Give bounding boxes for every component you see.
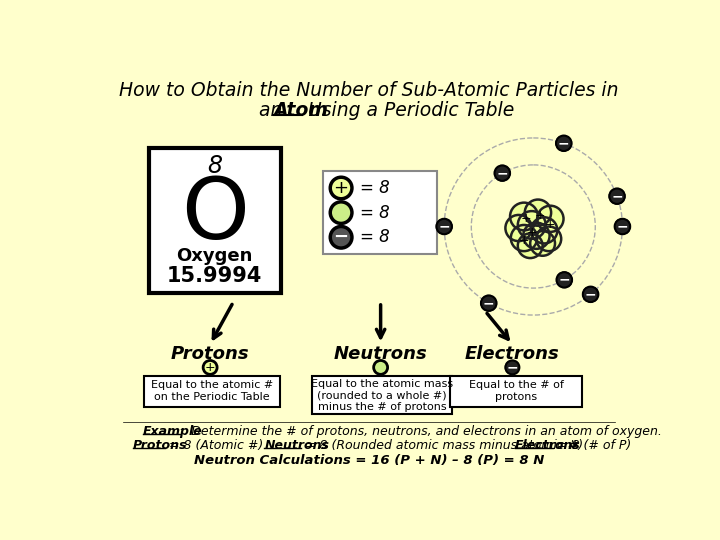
Circle shape (518, 211, 546, 239)
Circle shape (505, 361, 519, 374)
Circle shape (505, 215, 532, 241)
Text: −: − (507, 360, 518, 374)
Circle shape (330, 226, 352, 248)
Text: O: O (181, 174, 248, 257)
Text: +: + (526, 226, 537, 239)
Circle shape (510, 202, 538, 231)
Text: −: − (497, 166, 508, 180)
Text: −: − (558, 136, 570, 150)
Text: +: + (204, 361, 215, 374)
Text: −: − (483, 296, 495, 310)
Text: = 8: = 8 (360, 204, 390, 221)
Circle shape (330, 177, 352, 199)
Bar (312, 376, 452, 414)
Text: Using a Periodic Table: Using a Periodic Table (302, 102, 515, 120)
Circle shape (582, 287, 598, 302)
Text: Protons: Protons (171, 345, 249, 362)
Circle shape (525, 200, 551, 226)
Text: −: − (616, 219, 629, 233)
Circle shape (510, 225, 537, 251)
Text: Atom: Atom (274, 102, 328, 120)
Bar (323, 171, 437, 254)
Text: −: − (559, 273, 570, 287)
Text: +: + (518, 234, 529, 247)
Text: −: − (611, 189, 623, 203)
Bar (144, 376, 280, 407)
Text: Electrons: Electrons (515, 438, 580, 451)
Text: +: + (333, 179, 348, 197)
Text: −: − (333, 228, 348, 246)
Circle shape (203, 361, 217, 374)
Text: :  Determine the # of protons, neutrons, and electrons in an atom of oxygen.: : Determine the # of protons, neutrons, … (179, 425, 662, 438)
Circle shape (374, 361, 387, 374)
Text: 8: 8 (207, 154, 222, 178)
Circle shape (556, 136, 572, 151)
Circle shape (436, 219, 452, 234)
Text: = 8: = 8 (360, 179, 390, 197)
Text: −: − (585, 287, 596, 301)
Text: Equal to the atomic mass
(rounded to a whole #)
minus the # of protons: Equal to the atomic mass (rounded to a w… (311, 379, 453, 411)
Circle shape (609, 188, 625, 204)
Text: Equal to the atomic #
on the Periodic Table: Equal to the atomic # on the Periodic Ta… (150, 381, 273, 402)
Bar (451, 376, 582, 407)
Text: +: + (521, 212, 531, 225)
Text: Protons: Protons (132, 438, 187, 451)
Circle shape (530, 231, 555, 256)
Text: = 8: = 8 (360, 228, 390, 246)
Text: Equal to the # of
protons: Equal to the # of protons (469, 381, 564, 402)
Text: = 8 (Atomic #): = 8 (Atomic #) (165, 438, 264, 451)
Circle shape (481, 295, 497, 311)
Text: = 8 (# of P): = 8 (# of P) (554, 438, 631, 451)
Circle shape (536, 226, 561, 251)
Circle shape (537, 206, 564, 232)
Circle shape (531, 217, 557, 244)
Text: Electrons: Electrons (465, 345, 559, 362)
Circle shape (495, 165, 510, 181)
Bar (149, 148, 281, 293)
Text: an: an (259, 102, 288, 120)
Text: +: + (534, 209, 545, 222)
Text: How to Obtain the Number of Sub-Atomic Particles in: How to Obtain the Number of Sub-Atomic P… (120, 80, 618, 100)
Circle shape (615, 219, 630, 234)
Circle shape (523, 222, 549, 249)
Text: 15.9994: 15.9994 (167, 266, 263, 286)
Text: Neutrons: Neutrons (334, 345, 428, 362)
Text: −: − (438, 219, 450, 233)
Text: Neutron Calculations = 16 (P + N) – 8 (P) = 8 N: Neutron Calculations = 16 (P + N) – 8 (P… (194, 454, 544, 467)
Circle shape (518, 233, 543, 258)
Text: Oxygen: Oxygen (176, 247, 253, 265)
Circle shape (330, 202, 352, 224)
Text: Example: Example (143, 425, 202, 438)
Text: Neutrons: Neutrons (264, 438, 329, 451)
Circle shape (557, 272, 572, 287)
Text: = 8 (Rounded atomic mass minus atomic #): = 8 (Rounded atomic mass minus atomic #) (301, 438, 583, 451)
Text: +: + (544, 219, 555, 232)
